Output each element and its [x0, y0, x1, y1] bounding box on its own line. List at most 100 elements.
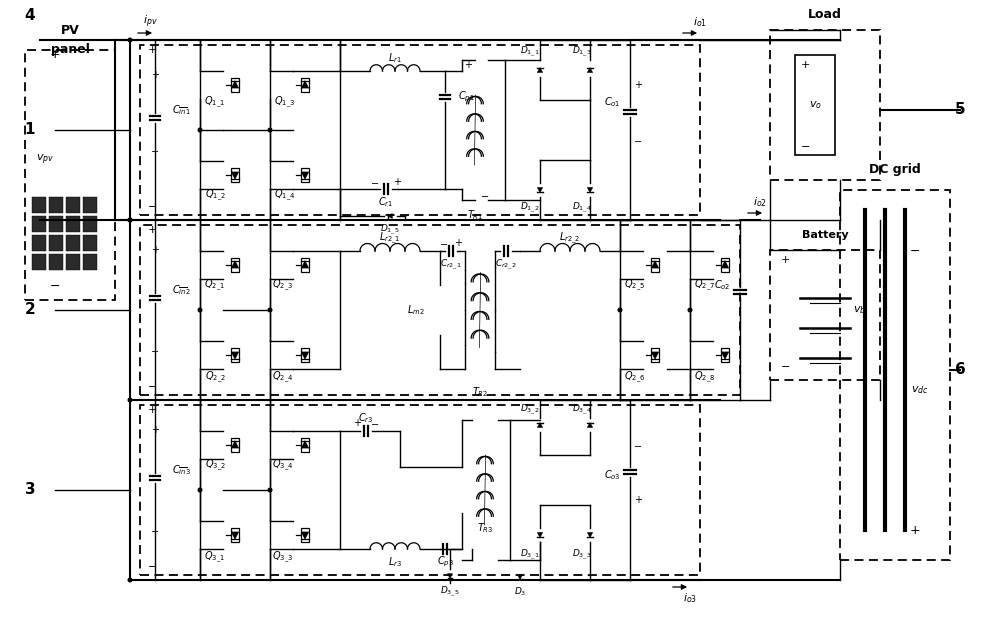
Text: $C_{o1}$: $C_{o1}$ [604, 95, 620, 109]
Text: $C_{r3}$: $C_{r3}$ [358, 411, 374, 425]
Polygon shape [301, 81, 309, 88]
Text: +: + [151, 425, 159, 435]
Bar [66, 197, 80, 213]
Text: $-$: $-$ [909, 244, 921, 256]
Text: $-$: $-$ [633, 135, 643, 145]
Circle shape [198, 488, 202, 492]
Bar [49, 254, 63, 270]
Circle shape [128, 578, 132, 581]
Text: $Q_{1\_2}$: $Q_{1\_2}$ [205, 187, 225, 203]
Bar [231, 258, 239, 272]
Circle shape [268, 308, 272, 312]
Text: $D_{1\_1}$: $D_{1\_1}$ [520, 45, 540, 59]
Bar [770, 250, 880, 380]
Text: $D_{3\_5}$: $D_{3\_5}$ [440, 585, 460, 599]
Bar [66, 254, 80, 270]
Text: $C_{r1}$: $C_{r1}$ [378, 195, 394, 209]
Polygon shape [587, 188, 593, 192]
Text: Battery: Battery [802, 230, 848, 240]
Text: 2: 2 [25, 302, 35, 318]
Bar [231, 348, 239, 362]
Circle shape [268, 128, 272, 132]
Polygon shape [537, 67, 543, 72]
Polygon shape [448, 574, 452, 578]
Bar [83, 254, 97, 270]
Text: Load: Load [808, 8, 842, 21]
Text: $T_{R3}$: $T_{R3}$ [477, 521, 493, 535]
Text: $-$: $-$ [147, 200, 157, 210]
Text: $Q_{2\_2}$: $Q_{2\_2}$ [205, 369, 225, 384]
Circle shape [128, 398, 132, 402]
Text: $D_{1\_4}$: $D_{1\_4}$ [572, 201, 592, 215]
Text: $L_{r2\_1}$: $L_{r2\_1}$ [379, 231, 401, 246]
Bar [770, 30, 880, 180]
Text: $-$: $-$ [800, 140, 810, 150]
Polygon shape [231, 172, 239, 180]
Text: $-$: $-$ [150, 145, 160, 155]
Text: $D_{3\_3}$: $D_{3\_3}$ [572, 547, 592, 562]
Text: $T_{R2}$: $T_{R2}$ [472, 385, 488, 399]
Circle shape [198, 128, 202, 132]
Polygon shape [231, 352, 239, 360]
Polygon shape [231, 440, 239, 448]
Text: $D_{3}$: $D_{3}$ [514, 586, 526, 598]
Bar [231, 438, 239, 452]
Text: 1: 1 [25, 122, 35, 137]
Text: $-$: $-$ [150, 345, 160, 355]
Bar [795, 55, 835, 155]
Text: 6: 6 [955, 362, 965, 377]
Text: +: + [464, 60, 472, 70]
Text: $Q_{1\_4}$: $Q_{1\_4}$ [274, 187, 296, 203]
Circle shape [128, 38, 132, 42]
Text: $Q_{2\_3}$: $Q_{2\_3}$ [272, 277, 294, 292]
Circle shape [618, 308, 622, 312]
Text: $-$: $-$ [480, 190, 490, 200]
Text: $Q_{3\_2}$: $Q_{3\_2}$ [205, 457, 225, 472]
Circle shape [268, 488, 272, 492]
Polygon shape [587, 532, 593, 537]
Text: $Q_{3\_4}$: $Q_{3\_4}$ [272, 457, 294, 472]
Text: $D_{1\_3}$: $D_{1\_3}$ [572, 45, 592, 59]
Polygon shape [651, 352, 659, 360]
Bar [301, 78, 309, 92]
Bar [83, 197, 97, 213]
Text: $v_{dc}$: $v_{dc}$ [911, 384, 929, 396]
Polygon shape [301, 352, 309, 360]
Text: +: + [147, 405, 157, 415]
Text: $i_{o3}$: $i_{o3}$ [683, 591, 697, 605]
Text: $-$: $-$ [147, 380, 157, 390]
Text: $-$: $-$ [633, 440, 643, 450]
Bar [651, 258, 659, 272]
Text: $C_{o3}$: $C_{o3}$ [604, 468, 620, 482]
Bar [301, 348, 309, 362]
Polygon shape [231, 81, 239, 88]
Text: $D_{1\_5}$: $D_{1\_5}$ [380, 223, 400, 238]
Bar [32, 254, 46, 270]
Text: +: + [780, 255, 790, 265]
Text: +: + [634, 495, 642, 505]
Text: 3: 3 [25, 483, 35, 498]
Bar [32, 216, 46, 232]
Text: $C_{\overline{in}3}$: $C_{\overline{in}3}$ [172, 463, 191, 477]
Text: +: + [454, 238, 462, 248]
Text: PV: PV [61, 23, 79, 37]
Text: $-$: $-$ [370, 177, 380, 187]
Polygon shape [537, 532, 543, 537]
Text: $C_{\overline{in}1}$: $C_{\overline{in}1}$ [172, 103, 191, 117]
Text: +: + [50, 49, 60, 62]
Text: panel: panel [51, 43, 89, 57]
Bar [231, 168, 239, 182]
Text: $D_{3\_2}$: $D_{3\_2}$ [520, 403, 540, 417]
Text: $-$: $-$ [150, 525, 160, 535]
Polygon shape [231, 532, 239, 539]
Bar [721, 258, 729, 272]
Text: 5: 5 [955, 103, 965, 118]
Bar [49, 235, 63, 251]
Bar [83, 216, 97, 232]
Text: +: + [147, 45, 157, 55]
Text: $v_o$: $v_o$ [809, 99, 821, 111]
Text: $-$: $-$ [780, 360, 790, 370]
Text: $v_{pv}$: $v_{pv}$ [36, 153, 54, 167]
Text: $Q_{2\_8}$: $Q_{2\_8}$ [694, 369, 716, 384]
Polygon shape [301, 172, 309, 180]
